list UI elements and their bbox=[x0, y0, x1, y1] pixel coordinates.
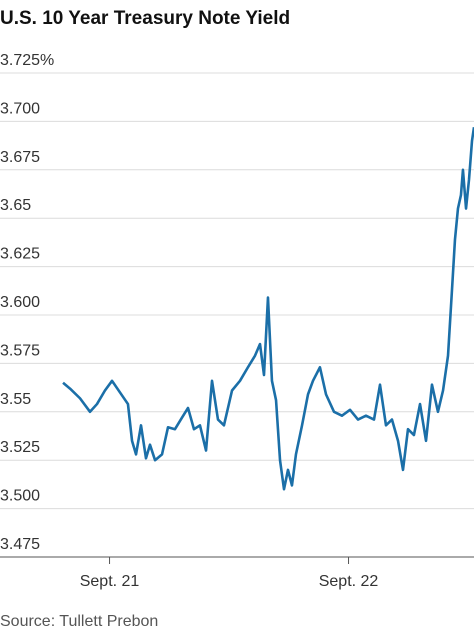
y-tick-label: 3.475 bbox=[0, 536, 40, 553]
y-tick-label: 3.525 bbox=[0, 439, 40, 456]
source-note: Source: Tullett Prebon bbox=[0, 613, 158, 630]
chart-title: U.S. 10 Year Treasury Note Yield bbox=[0, 8, 290, 29]
y-tick-label: 3.500 bbox=[0, 488, 40, 505]
y-tick-label: 3.625 bbox=[0, 246, 40, 263]
y-tick-label: 3.675 bbox=[0, 149, 40, 166]
y-tick-label: 3.65 bbox=[0, 197, 31, 214]
y-tick-label: 3.600 bbox=[0, 294, 40, 311]
y-tick-label: 3.55 bbox=[0, 391, 31, 408]
y-tick-label: 3.725% bbox=[0, 52, 54, 69]
x-tick-label: Sept. 22 bbox=[319, 573, 379, 590]
y-tick-label: 3.700 bbox=[0, 100, 40, 117]
series-line bbox=[62, 127, 474, 491]
y-tick-label: 3.575 bbox=[0, 342, 40, 359]
x-tick-label: Sept. 21 bbox=[80, 573, 140, 590]
